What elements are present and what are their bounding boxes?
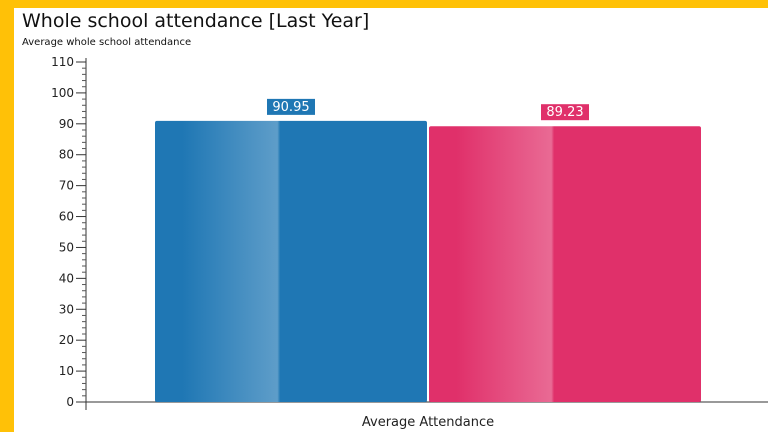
y-tick-label: 40 xyxy=(59,271,74,285)
y-tick-label: 110 xyxy=(51,55,74,69)
bar-2 xyxy=(429,126,701,402)
bar-1 xyxy=(155,120,427,402)
data-label-1: 90.95 xyxy=(272,100,309,115)
y-tick-label: 50 xyxy=(59,240,74,254)
bar-chart: 0 10 20 30 40 50 60 70 80 90 100 110 Average Attenda… xyxy=(51,55,768,430)
x-category-label: Average Attendance xyxy=(362,415,494,430)
y-tick-label: 0 xyxy=(66,395,74,409)
y-tick-label: 20 xyxy=(59,333,74,347)
data-label-bg-2 xyxy=(541,104,589,121)
chart-subtitle: Average whole school attendance xyxy=(22,37,192,48)
chart-title: Whole school attendance [Last Year] xyxy=(22,10,370,32)
y-tick-label: 30 xyxy=(59,302,74,316)
y-tick-label: 60 xyxy=(59,210,74,224)
y-tick-label: 90 xyxy=(59,117,74,131)
y-tick-label: 70 xyxy=(59,179,74,193)
data-label-2: 89.23 xyxy=(546,105,583,120)
y-tick-label: 10 xyxy=(59,364,74,378)
y-tick-label: 100 xyxy=(51,86,74,100)
data-label-bg-1 xyxy=(267,98,315,115)
chart-frame: Whole school attendance [Last Year] Aver… xyxy=(14,8,768,432)
y-tick-label: 80 xyxy=(59,148,74,162)
